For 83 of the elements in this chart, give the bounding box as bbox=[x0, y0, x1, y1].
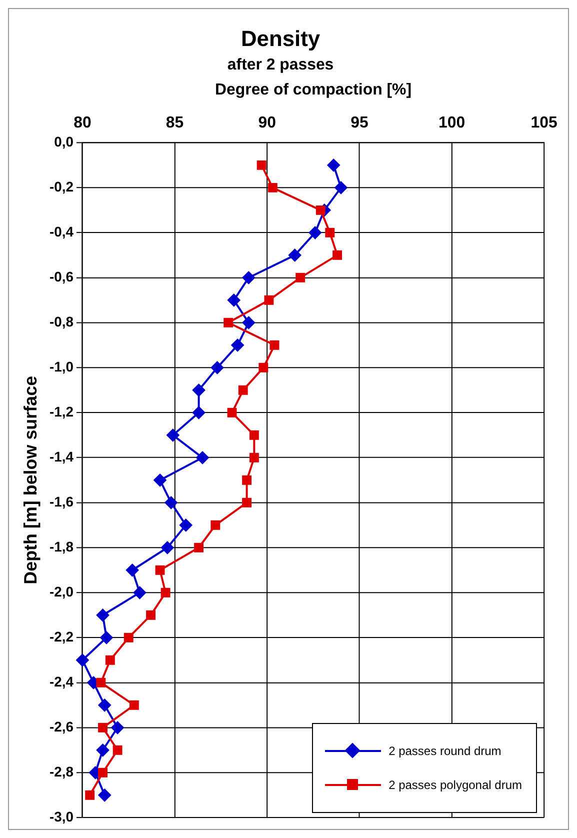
point bbox=[166, 428, 180, 442]
point bbox=[242, 271, 256, 284]
point bbox=[249, 430, 259, 440]
point bbox=[210, 520, 220, 530]
point bbox=[124, 632, 134, 642]
point bbox=[242, 316, 256, 330]
y-tick-label: -2,2 bbox=[49, 628, 74, 644]
point bbox=[288, 248, 302, 262]
point bbox=[256, 160, 266, 170]
point bbox=[98, 768, 108, 778]
point bbox=[112, 745, 122, 755]
point bbox=[192, 384, 206, 397]
y-tick-label: -1,0 bbox=[49, 358, 74, 375]
y-tick-label: -2,8 bbox=[49, 763, 74, 780]
point bbox=[146, 610, 156, 620]
y-tick-label: -3,0 bbox=[49, 808, 74, 824]
y-tick-label: -0,6 bbox=[49, 268, 74, 285]
point bbox=[296, 272, 306, 282]
point bbox=[96, 608, 110, 622]
point bbox=[85, 790, 95, 800]
point bbox=[96, 678, 106, 688]
y-tick-label: -1,2 bbox=[49, 404, 74, 420]
point bbox=[155, 565, 165, 575]
legend-label: 2 passes polygonal drum bbox=[388, 778, 522, 792]
point bbox=[270, 340, 280, 350]
point bbox=[126, 564, 139, 577]
point bbox=[264, 295, 274, 305]
y-tick-label: -2,6 bbox=[49, 718, 74, 734]
y-tick-label: -0,4 bbox=[49, 224, 74, 240]
point bbox=[98, 698, 112, 712]
point bbox=[111, 721, 124, 734]
y-tick-label: -1,4 bbox=[49, 448, 74, 465]
point bbox=[192, 406, 206, 420]
point bbox=[133, 586, 146, 600]
point bbox=[308, 226, 322, 240]
y-tick-label: -1,6 bbox=[49, 493, 74, 510]
point bbox=[210, 361, 224, 374]
y-tick-label: -0,8 bbox=[49, 314, 74, 330]
point bbox=[96, 744, 110, 757]
point bbox=[334, 181, 348, 194]
point bbox=[227, 408, 237, 418]
x-tick-label: 100 bbox=[438, 114, 466, 132]
point bbox=[332, 250, 342, 260]
y-tick-label: -1,8 bbox=[49, 538, 74, 554]
point bbox=[100, 631, 113, 644]
point bbox=[160, 541, 174, 554]
point bbox=[224, 318, 234, 328]
point bbox=[227, 294, 240, 307]
point bbox=[98, 722, 108, 732]
point bbox=[268, 182, 278, 192]
point bbox=[164, 496, 178, 510]
y-axis-title: Depth [m] below surface bbox=[20, 376, 41, 584]
x-tick-label: 85 bbox=[166, 114, 184, 132]
point bbox=[160, 588, 170, 598]
y-tick-label: -2,4 bbox=[49, 673, 74, 690]
point bbox=[327, 158, 340, 172]
x-tick-label: 80 bbox=[74, 114, 92, 132]
point bbox=[242, 475, 252, 485]
point bbox=[242, 498, 252, 508]
point bbox=[98, 788, 112, 802]
point bbox=[105, 655, 115, 665]
y-tick-label: 0,0 bbox=[54, 134, 74, 150]
point bbox=[196, 451, 209, 464]
chart-title: Density bbox=[240, 26, 321, 52]
x-tick-label: 90 bbox=[258, 114, 276, 132]
chart-subtitle: after 2 passes bbox=[227, 56, 334, 74]
x-axis-title: Degree of compaction [%] bbox=[215, 81, 412, 98]
point bbox=[76, 654, 89, 667]
point bbox=[325, 228, 335, 238]
point bbox=[316, 205, 326, 215]
point bbox=[194, 542, 204, 552]
point bbox=[154, 474, 166, 487]
point bbox=[238, 385, 248, 395]
y-tick-label: -0,2 bbox=[49, 178, 74, 195]
point bbox=[249, 452, 259, 462]
legend-label: 2 passes round drum bbox=[388, 744, 502, 758]
point bbox=[179, 518, 192, 532]
y-tick-label: -2,0 bbox=[49, 583, 74, 600]
point bbox=[129, 700, 139, 710]
x-tick-label: 105 bbox=[530, 114, 558, 132]
point bbox=[231, 338, 244, 352]
x-tick-label: 95 bbox=[350, 114, 368, 132]
point bbox=[258, 362, 268, 372]
